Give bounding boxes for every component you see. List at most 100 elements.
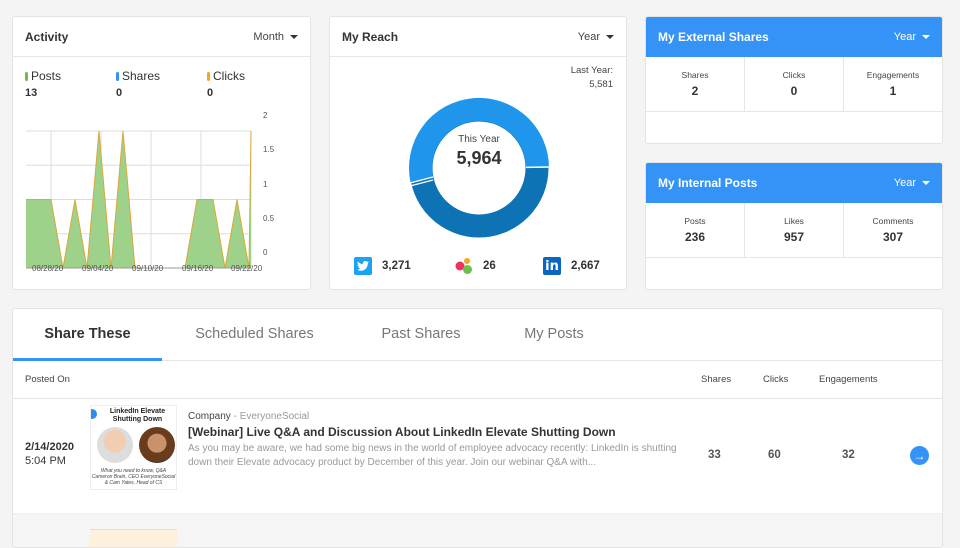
activity-title: Activity xyxy=(25,30,68,44)
post-description: As you may be aware, we had some big new… xyxy=(188,442,678,470)
external-shares-range-dropdown[interactable]: Year xyxy=(894,31,930,43)
tab-share-these[interactable]: Share These xyxy=(13,309,162,360)
column-clicks[interactable]: Clicks xyxy=(763,374,788,385)
stat-label: Likes xyxy=(745,216,843,226)
source-separator: - xyxy=(231,411,240,422)
column-engagements[interactable]: Engagements xyxy=(819,374,878,385)
stat-value: 236 xyxy=(646,230,744,244)
internal-range-label: Year xyxy=(894,177,916,189)
x-tick: 08/28/20 xyxy=(32,264,63,273)
everyonesocial-icon xyxy=(455,257,473,275)
stat-value: 2 xyxy=(646,84,744,98)
activity-area-chart xyxy=(13,112,311,287)
shares-color-marker-icon xyxy=(116,72,119,81)
legend-item-posts[interactable]: Posts 13 xyxy=(25,69,116,99)
legend-item-clicks[interactable]: Clicks 0 xyxy=(207,69,298,99)
y-tick: 1 xyxy=(263,180,267,189)
post-source-type: Company xyxy=(188,411,231,422)
y-tick: 1.5 xyxy=(263,145,274,154)
legend-label: Posts xyxy=(31,69,61,83)
post-thumbnail[interactable]: LinkedIn Elevate Shutting Down What you … xyxy=(90,405,177,490)
speaker-photo-2 xyxy=(139,427,175,463)
reach-range-label: Year xyxy=(578,31,600,43)
external-range-label: Year xyxy=(894,31,916,43)
legend-label: Shares xyxy=(122,69,160,83)
post-source: Company - EveryoneSocial xyxy=(188,411,309,422)
post-engagements-count: 32 xyxy=(842,449,855,461)
reach-donut-chart[interactable] xyxy=(330,72,627,272)
x-tick: 09/22/20 xyxy=(231,264,262,273)
post-time: 5:04 PM xyxy=(25,454,74,468)
legend-label: Clicks xyxy=(213,69,245,83)
open-post-arrow-icon[interactable]: → xyxy=(910,446,929,465)
twitter-icon xyxy=(354,257,372,275)
activity-range-label: Month xyxy=(253,31,284,43)
post-title[interactable]: [Webinar] Live Q&A and Discussion About … xyxy=(188,425,616,439)
donut-center: This Year 5,964 xyxy=(330,134,627,169)
tab-my-posts[interactable]: My Posts xyxy=(495,309,613,360)
legend-item-shares[interactable]: Shares 0 xyxy=(116,69,207,99)
caret-down-icon xyxy=(606,35,614,39)
caret-down-icon xyxy=(922,35,930,39)
reach-everyonesocial: 26 xyxy=(455,257,496,275)
tab-scheduled-shares[interactable]: Scheduled Shares xyxy=(162,309,347,360)
linkedin-icon: in xyxy=(543,257,561,275)
clicks-color-marker-icon xyxy=(207,72,210,81)
thumbnail-caption: What you need to know, Q&A Cameron Brain… xyxy=(91,468,176,486)
post-thumbnail[interactable] xyxy=(90,529,177,548)
internal-posts-range-dropdown[interactable]: Year xyxy=(894,177,930,189)
internal-posts-title: My Internal Posts xyxy=(658,176,757,190)
y-tick: 0.5 xyxy=(263,214,274,223)
everyonesocial-reach-value: 26 xyxy=(483,260,496,272)
reach-linkedin: in 2,667 xyxy=(543,257,600,275)
x-tick: 09/16/20 xyxy=(182,264,213,273)
thumbnail-title: LinkedIn Elevate Shutting Down xyxy=(91,408,176,424)
activity-legend: Posts 13 Shares 0 Clicks 0 xyxy=(13,69,310,99)
external-shares-header: My External Shares Year xyxy=(646,17,942,57)
posted-on-cell: 2/14/2020 5:04 PM xyxy=(25,440,74,468)
feed-table-header: Posted On Shares Clicks Engagements xyxy=(13,361,942,399)
internal-posts-header: My Internal Posts Year xyxy=(646,163,942,203)
y-tick: 0 xyxy=(263,248,267,257)
column-posted-on[interactable]: Posted On xyxy=(25,374,70,385)
donut-center-label: This Year xyxy=(330,134,627,145)
reach-title: My Reach xyxy=(342,30,398,44)
reach-range-dropdown[interactable]: Year xyxy=(578,31,614,43)
activity-chart[interactable]: 2 1.5 1 0.5 0 08/28/20 09/04/20 09/10/20… xyxy=(13,112,311,287)
posts-color-marker-icon xyxy=(25,72,28,81)
activity-range-dropdown[interactable]: Month xyxy=(253,31,298,43)
feed-tabs: Share These Scheduled Shares Past Shares… xyxy=(13,309,942,361)
external-shares-title: My External Shares xyxy=(658,30,769,44)
reach-card: My Reach Year Last Year: 5,581 This Year… xyxy=(329,16,627,290)
x-tick: 09/04/20 xyxy=(82,264,113,273)
twitter-reach-value: 3,271 xyxy=(382,260,411,272)
x-tick: 09/10/20 xyxy=(132,264,163,273)
column-shares[interactable]: Shares xyxy=(701,374,731,385)
table-row[interactable]: 2/14/2020 5:04 PM LinkedIn Elevate Shutt… xyxy=(13,399,942,514)
y-tick: 2 xyxy=(263,111,267,120)
legend-value: 0 xyxy=(116,87,207,99)
stat-label: Comments xyxy=(844,216,942,226)
legend-value: 13 xyxy=(25,87,116,99)
caret-down-icon xyxy=(290,35,298,39)
post-clicks-count: 60 xyxy=(768,449,781,461)
post-date: 2/14/2020 xyxy=(25,441,74,453)
stat-label: Clicks xyxy=(745,70,843,80)
share-feed-panel: Share These Scheduled Shares Past Shares… xyxy=(12,308,943,548)
post-org[interactable]: EveryoneSocial xyxy=(240,411,309,422)
table-row[interactable] xyxy=(13,514,942,548)
post-shares-count: 33 xyxy=(708,449,721,461)
speaker-photo-1 xyxy=(97,427,133,463)
reach-twitter: 3,271 xyxy=(354,257,411,275)
tab-past-shares[interactable]: Past Shares xyxy=(347,309,495,360)
activity-card: Activity Month Posts 13 Shares 0 Clicks … xyxy=(12,16,311,290)
caret-down-icon xyxy=(922,181,930,185)
stat-label: Engagements xyxy=(844,70,942,80)
